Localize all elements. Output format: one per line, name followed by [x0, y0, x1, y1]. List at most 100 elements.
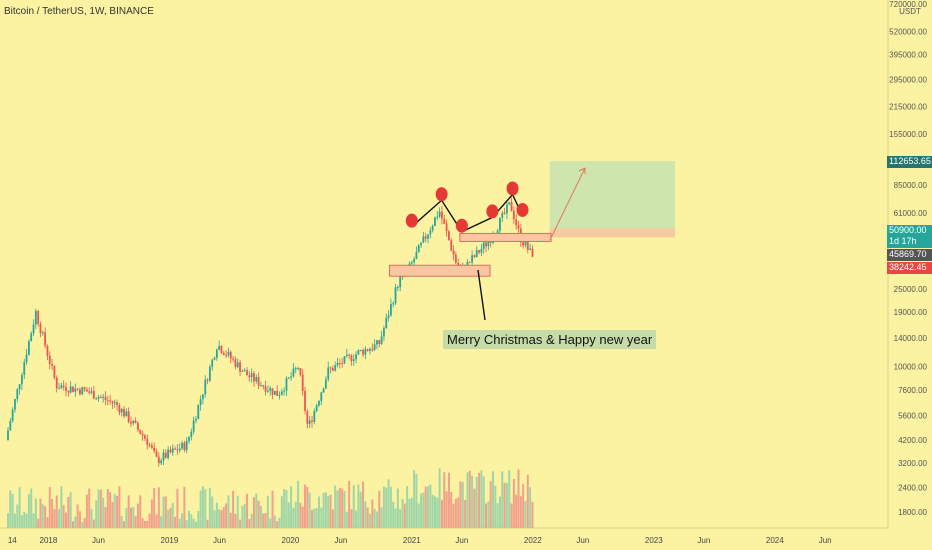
candle-body: [190, 431, 193, 437]
candle-body: [139, 429, 142, 435]
candle-body: [383, 328, 385, 337]
stop-zone[interactable]: [549, 228, 675, 238]
volume-bar: [450, 492, 453, 528]
candle-body: [508, 202, 511, 205]
candle-body: [517, 225, 520, 229]
candle-body: [144, 435, 146, 439]
candle-body: [357, 350, 360, 355]
volume-bar: [378, 490, 381, 528]
candle-body: [280, 391, 283, 395]
volume-bar: [220, 510, 223, 528]
candle-body: [7, 430, 9, 441]
candle-body: [160, 460, 163, 464]
candle-body: [343, 356, 346, 364]
y-tick-label: 215000.00: [889, 102, 927, 111]
annotation-pointer: [477, 269, 486, 321]
volume-bar: [515, 494, 518, 528]
volume-bar: [106, 489, 109, 528]
support-box[interactable]: [459, 232, 552, 242]
candle-body: [51, 364, 53, 366]
volume-bar: [389, 486, 392, 528]
volume-bar: [246, 493, 249, 528]
volume-bar: [229, 512, 232, 528]
volume-bar: [116, 496, 119, 528]
candle-body: [475, 250, 478, 257]
candle-body: [431, 225, 434, 231]
projection-arrow: [549, 167, 586, 241]
volume-bar: [371, 499, 374, 528]
candle-body: [146, 438, 149, 445]
volume-bar: [18, 487, 21, 528]
volume-bar: [366, 507, 369, 528]
volume-bar: [174, 516, 177, 528]
volume-bar: [445, 491, 448, 528]
volume-bar: [452, 503, 455, 528]
volume-bar: [424, 486, 427, 528]
y-tick-label: 155000.00: [889, 130, 927, 139]
volume-bar: [355, 510, 358, 528]
volume-bar: [41, 504, 44, 528]
y-tick-label: 295000.00: [889, 75, 927, 84]
volume-bar: [259, 505, 262, 528]
volume-bar: [218, 509, 221, 528]
volume-bar: [283, 489, 286, 528]
volume-bar: [257, 500, 260, 528]
annotation-text[interactable]: Merry Christmas & Happy new year: [443, 330, 657, 349]
candle-body: [225, 354, 228, 356]
volume-bar: [399, 509, 402, 528]
volume-bar: [181, 513, 184, 528]
target-zone[interactable]: [549, 161, 675, 229]
candle-body: [306, 411, 309, 424]
volume-bar: [160, 516, 163, 528]
volume-bar: [65, 512, 68, 528]
candle-body: [313, 411, 316, 423]
volume-bar: [104, 507, 107, 528]
candle-body: [267, 390, 269, 392]
candle-body: [387, 315, 390, 318]
volume-bar: [192, 518, 195, 528]
volume-bar: [498, 496, 501, 528]
y-tick-label: 2400.00: [898, 484, 927, 493]
candle-body: [211, 359, 214, 367]
volume-bar: [276, 521, 279, 528]
candle-body: [287, 377, 290, 379]
volume-bar: [243, 504, 246, 528]
volume-bar: [83, 518, 86, 528]
volume-bar: [310, 509, 313, 528]
candle-body: [21, 375, 23, 385]
candle-body: [376, 340, 378, 345]
volume-bar: [487, 501, 490, 528]
candle-body: [359, 349, 362, 351]
candle-body: [410, 262, 413, 264]
support-box[interactable]: [388, 264, 491, 277]
x-tick-label: 2021: [403, 536, 421, 545]
volume-bar: [150, 499, 153, 528]
candle-body: [23, 362, 26, 376]
zigzag-line[interactable]: [411, 193, 524, 233]
candle-body: [167, 449, 170, 458]
candle-body: [243, 370, 246, 372]
volume-bar: [431, 494, 434, 528]
candle-body: [120, 408, 123, 413]
candle-body: [239, 362, 241, 372]
volume-bar: [415, 474, 418, 528]
volume-bar: [255, 493, 258, 528]
volume-bar: [369, 513, 372, 528]
candle-body: [111, 401, 114, 404]
volume-bar: [413, 470, 416, 528]
volume-bar: [136, 503, 139, 528]
x-tick-label: 2023: [645, 536, 663, 545]
volume-bar: [380, 507, 383, 528]
volume-bar: [190, 514, 193, 528]
volume-bar: [394, 508, 397, 528]
candle-body: [301, 374, 304, 392]
volume-bar: [317, 496, 320, 528]
volume-bar: [262, 513, 265, 528]
volume-bar: [60, 486, 63, 528]
volume-bar: [334, 485, 337, 528]
x-tick-label: Jun: [697, 536, 710, 545]
volume-bar: [236, 495, 239, 528]
volume-bar: [327, 495, 330, 528]
candle-body: [232, 358, 234, 360]
